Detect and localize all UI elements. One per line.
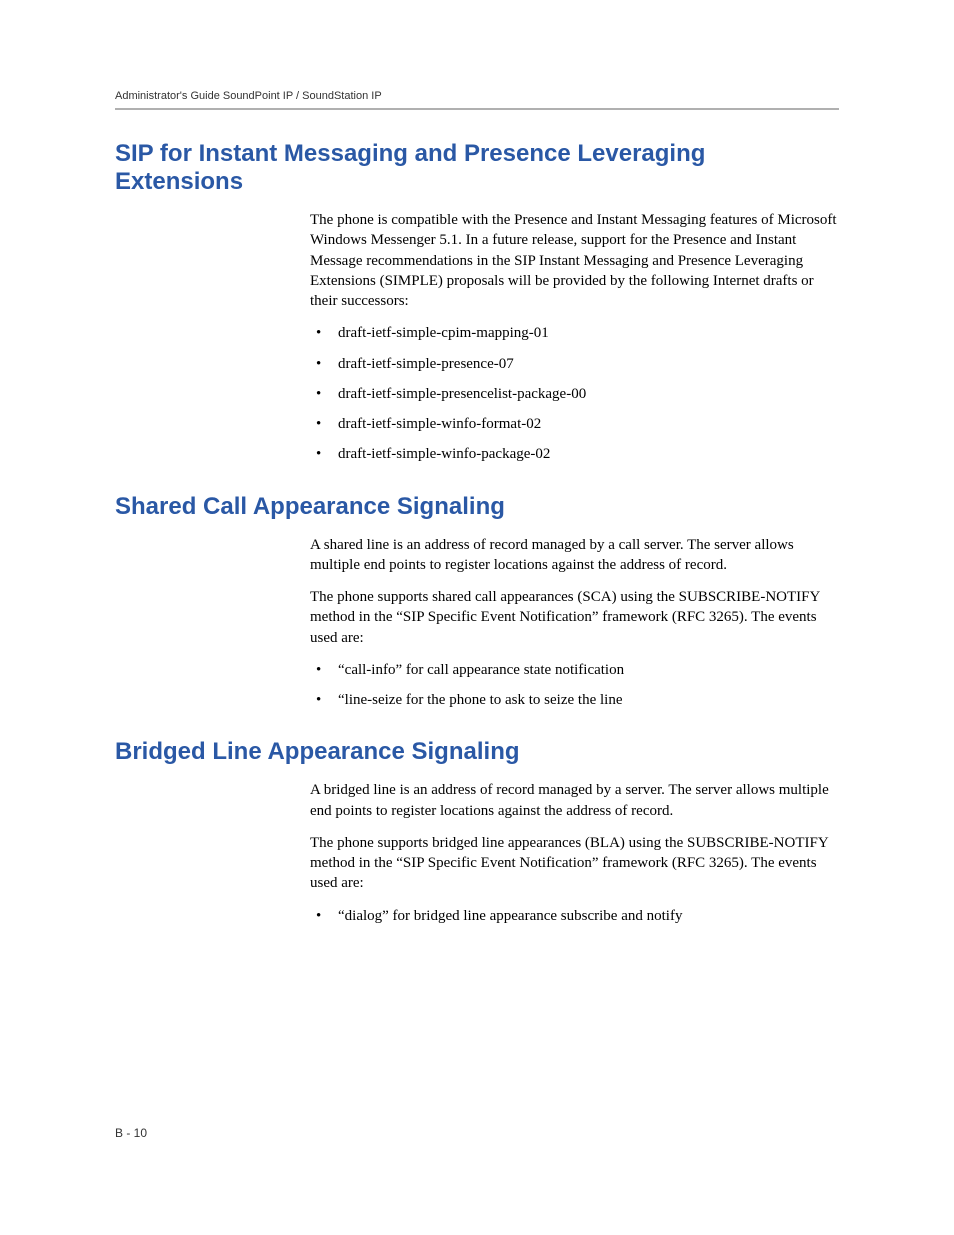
list-item: draft-ietf-simple-winfo-package-02 <box>310 444 839 464</box>
section-body-simple: The phone is compatible with the Presenc… <box>310 210 839 465</box>
paragraph: The phone supports bridged line appearan… <box>310 833 839 894</box>
list-item: “call-info” for call appearance state no… <box>310 660 839 680</box>
page-number: B - 10 <box>115 1126 147 1140</box>
bullet-list: “call-info” for call appearance state no… <box>310 660 839 711</box>
list-item: “dialog” for bridged line appearance sub… <box>310 906 839 926</box>
section-heading-bla: Bridged Line Appearance Signaling <box>115 738 839 766</box>
list-item: draft-ietf-simple-presencelist-package-0… <box>310 384 839 404</box>
bullet-list: “dialog” for bridged line appearance sub… <box>310 906 839 926</box>
running-header: Administrator's Guide SoundPoint IP / So… <box>115 90 839 110</box>
section-body-sca: A shared line is an address of record ma… <box>310 535 839 711</box>
paragraph: A shared line is an address of record ma… <box>310 535 839 576</box>
paragraph: The phone is compatible with the Presenc… <box>310 210 839 311</box>
paragraph: A bridged line is an address of record m… <box>310 780 839 821</box>
bullet-list: draft-ietf-simple-cpim-mapping-01 draft-… <box>310 323 839 464</box>
paragraph: The phone supports shared call appearanc… <box>310 587 839 648</box>
list-item: draft-ietf-simple-winfo-format-02 <box>310 414 839 434</box>
document-page: Administrator's Guide SoundPoint IP / So… <box>0 0 954 1235</box>
list-item: “line-seize for the phone to ask to seiz… <box>310 690 839 710</box>
section-heading-sca: Shared Call Appearance Signaling <box>115 493 839 521</box>
section-body-bla: A bridged line is an address of record m… <box>310 780 839 926</box>
list-item: draft-ietf-simple-cpim-mapping-01 <box>310 323 839 343</box>
list-item: draft-ietf-simple-presence-07 <box>310 354 839 374</box>
section-heading-simple: SIP for Instant Messaging and Presence L… <box>115 140 839 196</box>
